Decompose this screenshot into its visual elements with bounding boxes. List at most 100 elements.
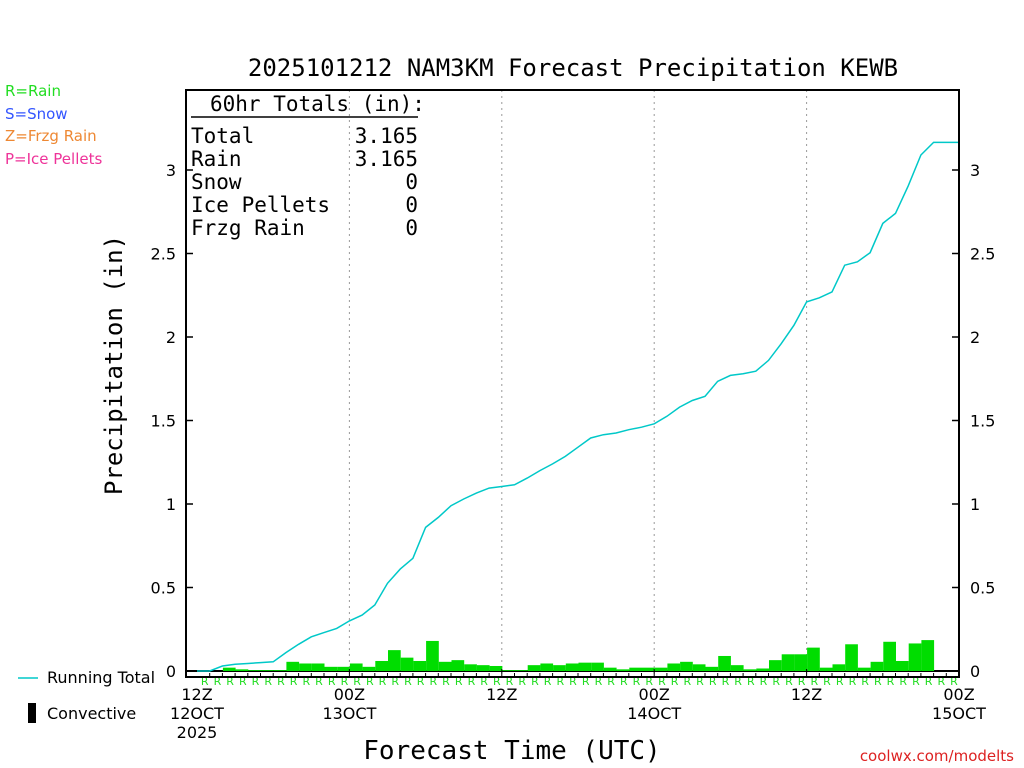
precip-code-51h: R (836, 675, 844, 688)
precip-code-19h: R (429, 675, 437, 688)
precip-code-15h: R (379, 675, 387, 688)
precip-bar-7h (273, 670, 287, 671)
precip-bar-6h (261, 670, 274, 671)
running-total-legend-label: Running Total (47, 668, 155, 687)
x-tick-label: 00Z (334, 685, 365, 704)
precip-bar-45h (756, 668, 769, 671)
precip-code-29h: R (556, 675, 564, 688)
precip-bar-46h (769, 660, 782, 671)
y-tick-label-left: 2 (166, 328, 176, 347)
precip-code-47h: R (785, 675, 793, 688)
precip-code-50h: R (823, 675, 831, 688)
y-axis-label: Precipitation (in) (100, 235, 128, 495)
precip-bar-16h (388, 650, 401, 671)
precip-code-6h: R (264, 675, 272, 688)
precip-code-45h: R (760, 675, 768, 688)
precip-bar-17h (400, 657, 414, 671)
precip-bar-42h (718, 655, 731, 671)
precip-bar-10h (311, 663, 325, 671)
convective-legend-label: Convective (47, 704, 136, 723)
credit-link[interactable]: coolwx.com/modelts (860, 747, 1014, 765)
x-axis-label: Forecast Time (UTC) (363, 736, 660, 766)
y-tick-label-left: 1 (166, 495, 176, 514)
precip-bar-30h (565, 663, 579, 671)
precip-code-46h: R (772, 675, 780, 688)
totals-header: 60hr Totals (in): (210, 92, 425, 116)
precip-bar-51h (832, 664, 846, 671)
precip-code-44h: R (747, 675, 755, 688)
plot-frame (185, 89, 960, 678)
precip-bar-56h (896, 660, 909, 671)
precip-bar-14h (362, 666, 376, 671)
precip-code-22h: R (468, 675, 476, 688)
precip-code-58h: R (925, 675, 933, 688)
totals-value: 0 (405, 170, 418, 194)
precip-code-55h: R (887, 675, 895, 688)
precip-code-32h: R (595, 675, 603, 688)
precip-code-11h: R (328, 675, 336, 688)
precip-bar-11h (324, 666, 338, 671)
precip-code-5h: R (252, 675, 260, 688)
y-tick-label-right: 3 (970, 161, 980, 180)
precip-code-8h: R (290, 675, 298, 688)
precip-code-28h: R (544, 675, 552, 688)
precip-bar-55h (883, 641, 896, 671)
precip-bar-52h (845, 644, 858, 671)
totals-value: 3.165 (355, 124, 418, 148)
totals-value: 0 (405, 193, 418, 217)
x-tick-label: 12Z (181, 685, 212, 704)
y-tick-label-right: 1.5 (970, 412, 995, 431)
y-axis-ticks: 0 00.5 0.51 11.5 1.52 22.5 2.53 3 (151, 161, 996, 681)
precip-bar-19h (426, 640, 439, 671)
precip-bar-4h (235, 669, 249, 671)
precip-code-14h: R (366, 675, 374, 688)
precip-code-27h: R (531, 675, 539, 688)
y-tick-label-left: 0 (166, 662, 176, 681)
hourly-bars (222, 640, 935, 671)
precip-bar-58h (921, 640, 935, 671)
precip-code-37h: R (658, 675, 666, 688)
totals-label: Snow (191, 170, 242, 194)
precip-code-1h: R (201, 675, 209, 688)
precip-code-60h: R (950, 675, 958, 688)
precip-bar-15h (375, 660, 388, 671)
convective-legend-swatch (28, 703, 36, 723)
grid-lines (186, 90, 959, 677)
precip-bar-31h (578, 662, 592, 671)
x-tick-label: 12Z (486, 685, 517, 704)
precip-code-17h: R (404, 675, 412, 688)
precip-code-54h: R (874, 675, 882, 688)
x-tick-label: 12Z (791, 685, 822, 704)
precip-code-43h: R (734, 675, 742, 688)
totals-value: 0 (405, 216, 418, 240)
precip-bar-57h (908, 643, 922, 671)
precip-code-52h: R (849, 675, 857, 688)
precip-code-39h: R (683, 675, 691, 688)
precip-code-25h: R (506, 675, 514, 688)
legend-rain: R=Rain (5, 82, 61, 100)
precip-bar-38h (667, 663, 681, 671)
precip-bar-53h (857, 667, 871, 671)
precip-code-4h: R (239, 675, 247, 688)
precip-bar-27h (527, 665, 541, 671)
precip-code-30h: R (569, 675, 577, 688)
precip-code-35h: R (633, 675, 641, 688)
y-tick-label-right: 2 (970, 328, 980, 347)
precip-bar-48h (794, 654, 808, 671)
precip-bar-32h (591, 662, 604, 671)
precip-code-59h: R (937, 675, 945, 688)
y-tick-label-left: 0.5 (151, 579, 176, 598)
precip-code-34h: R (620, 675, 628, 688)
precip-bar-23h (476, 665, 490, 671)
precip-bar-37h (654, 667, 668, 671)
y-tick-label-left: 2.5 (151, 245, 176, 264)
precip-code-10h: R (315, 675, 323, 688)
precip-bar-25h (502, 670, 515, 671)
x-tick-label: 12OCT (170, 704, 224, 723)
precip-bar-36h (642, 667, 655, 671)
precip-code-42h: R (722, 675, 730, 688)
precip-code-24h: R (493, 675, 501, 688)
precip-code-48h: R (798, 675, 806, 688)
